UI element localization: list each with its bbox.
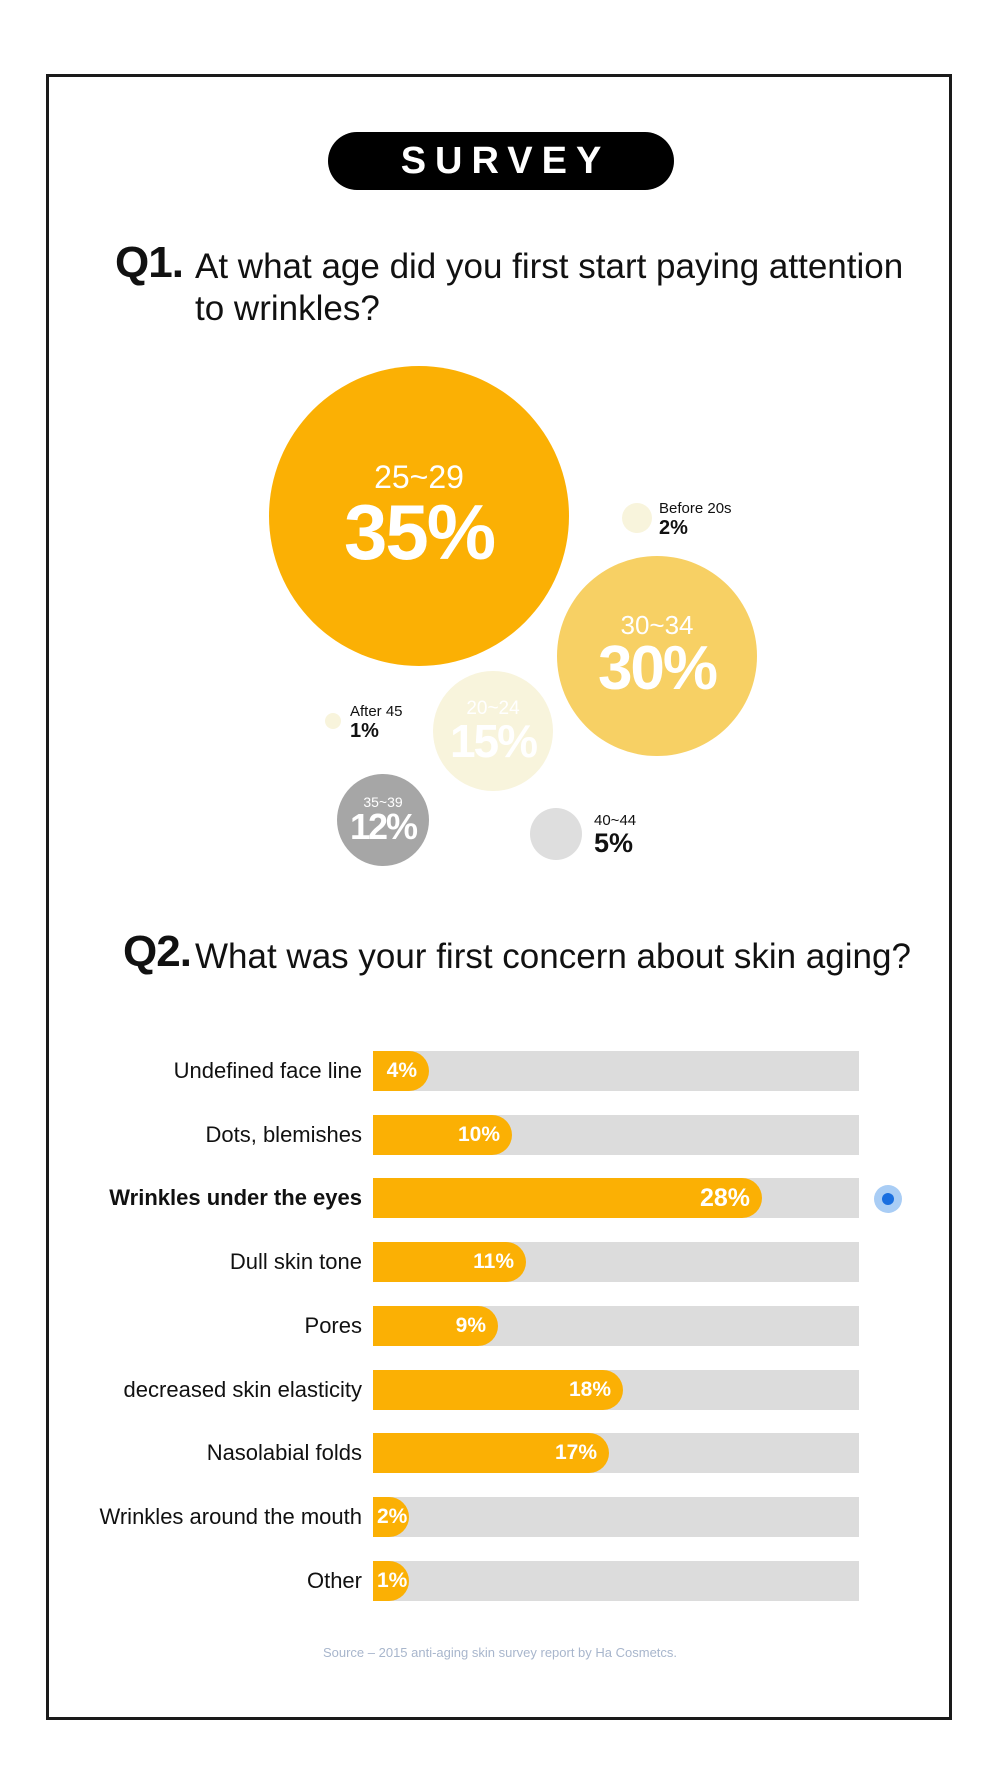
bar-track: 4%	[373, 1051, 859, 1091]
bar-fill: 17%	[373, 1433, 609, 1473]
bubble-range-label: 40~44	[594, 812, 637, 829]
bar-value-label: 28%	[699, 1184, 750, 1212]
bar-track: 28%	[373, 1178, 859, 1218]
bar-category-label: Wrinkles around the mouth	[99, 1504, 362, 1529]
bubble-25-29: 25~29 35%	[269, 366, 569, 666]
q1-question-line2: to wrinkles?	[195, 289, 380, 328]
bubble-range-label: 20~24	[466, 697, 520, 719]
bubble-range-label: 35~39	[363, 794, 403, 810]
bubble-percent-label: 15%	[449, 714, 538, 767]
bar-category-label: Nasolabial folds	[206, 1440, 362, 1465]
bar-row: Dots, blemishes 10%	[0, 1115, 1000, 1155]
bar-row: Nasolabial folds 17%	[0, 1433, 1000, 1473]
bar-row: Wrinkles around the mouth 2%	[0, 1497, 1000, 1537]
bubble-40-44	[530, 808, 582, 860]
bar-category-label: Other	[306, 1568, 362, 1593]
bar-fill: 10%	[373, 1115, 512, 1155]
bar-track: 1%	[373, 1561, 859, 1601]
bar-value-label: 18%	[568, 1378, 611, 1401]
bubble-before-20s	[622, 503, 652, 533]
bubble-percent-label: 5%	[594, 828, 634, 858]
bubble-percent-label: 1%	[350, 720, 379, 742]
bar-category-label: Dull skin tone	[229, 1249, 362, 1274]
bubble-range-label: Before 20s	[659, 500, 732, 517]
bubble-percent-label: 2%	[659, 517, 688, 539]
bar-value-label: 4%	[386, 1059, 417, 1082]
q1-number: Q1.	[115, 238, 184, 287]
bubble-external-label: After 45 1%	[350, 703, 403, 741]
bar-value-label: 11%	[473, 1250, 514, 1273]
bar-fill: 28%	[373, 1178, 762, 1218]
bar-row: decreased skin elasticity 18%	[0, 1370, 1000, 1410]
bar-category-label: Pores	[304, 1313, 362, 1338]
bar-track: 10%	[373, 1115, 859, 1155]
q2-question: What was your first concern about skin a…	[195, 937, 911, 976]
source-note: Source – 2015 anti-aging skin survey rep…	[322, 1645, 678, 1660]
bar-track: 18%	[373, 1370, 859, 1410]
bar-category-label: Dots, blemishes	[205, 1122, 362, 1147]
q1-question: At what age did you first start paying a…	[195, 246, 903, 330]
bar-category-label: decreased skin elasticity	[123, 1377, 362, 1402]
bar-row: Dull skin tone 11%	[0, 1242, 1000, 1282]
bar-value-label: 17%	[554, 1441, 597, 1464]
bar-fill: 11%	[373, 1242, 526, 1282]
bar-track: 2%	[373, 1497, 859, 1537]
survey-badge: SURVEY	[328, 132, 674, 190]
bubble-after-45	[325, 713, 341, 729]
q1-question-line1: At what age did you first start paying a…	[195, 247, 904, 286]
bar-value-label: 1%	[377, 1569, 408, 1592]
q2-number: Q2.	[123, 927, 192, 976]
bubble-range-label: 30~34	[620, 610, 694, 640]
bubble-range-label: 25~29	[374, 459, 464, 495]
bar-value-label: 9%	[455, 1314, 486, 1337]
bar-row: Pores 9%	[0, 1306, 1000, 1346]
bubble-30-34: 30~34 30%	[557, 556, 757, 756]
bar-track: 11%	[373, 1242, 859, 1282]
bubble-percent-label: 12%	[349, 806, 418, 847]
bar-fill: 9%	[373, 1306, 498, 1346]
bar-category-label: Wrinkles under the eyes	[109, 1185, 362, 1210]
bar-track: 17%	[373, 1433, 859, 1473]
bar-row: Wrinkles under the eyes 28%	[0, 1178, 1000, 1218]
highlight-marker-dot[interactable]	[874, 1185, 902, 1213]
poster-frame	[46, 74, 952, 1720]
bar-fill: 1%	[373, 1561, 409, 1601]
bar-row: Undefined face line 4%	[0, 1051, 1000, 1091]
bar-value-label: 2%	[377, 1505, 408, 1528]
bubble-35-39: 35~39 12%	[337, 774, 429, 866]
bubble-percent-label: 30%	[597, 634, 718, 703]
bar-fill: 4%	[373, 1051, 429, 1091]
bubble-external-label: 40~44 5%	[594, 812, 636, 857]
bar-value-label: 10%	[457, 1123, 500, 1146]
bar-fill: 2%	[373, 1497, 409, 1537]
bubble-20-24: 20~24 15%	[433, 671, 553, 791]
bubble-range-label: After 45	[350, 703, 403, 720]
bar-category-label: Undefined face line	[173, 1058, 362, 1083]
bubble-percent-label: 35%	[343, 488, 496, 576]
bar-fill: 18%	[373, 1370, 623, 1410]
bubble-external-label: Before 20s 2%	[659, 500, 732, 538]
bar-row: Other 1%	[0, 1561, 1000, 1601]
bar-track: 9%	[373, 1306, 859, 1346]
